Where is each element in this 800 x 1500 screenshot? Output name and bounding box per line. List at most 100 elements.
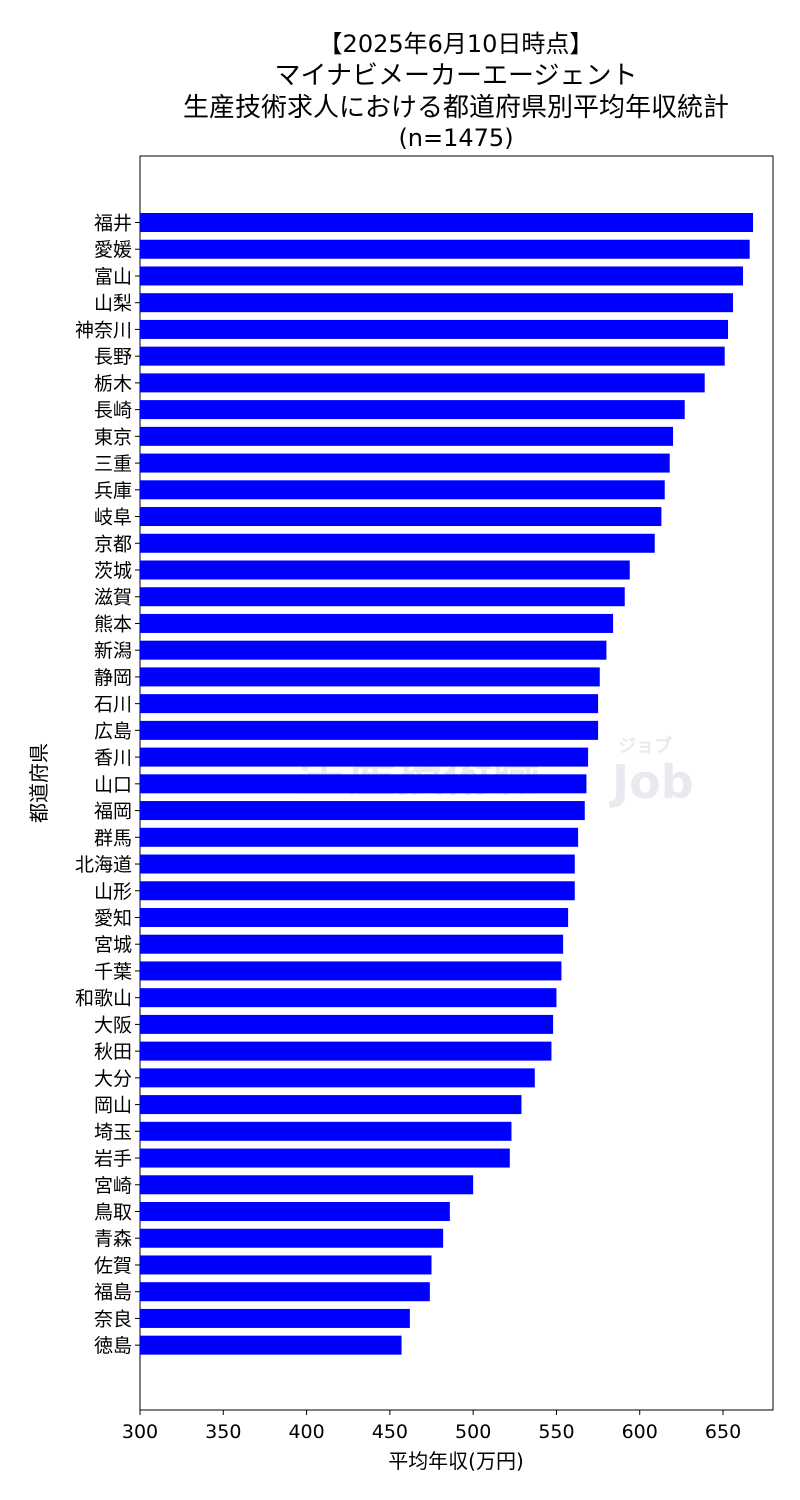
y-tick-label: 新潟 [94,640,132,662]
bar [140,266,744,286]
bar [140,613,614,633]
y-tick-label: 広島 [94,720,132,742]
y-tick-label: 福島 [94,1282,132,1304]
bar [140,907,569,927]
y-tick-label: 富山 [94,266,132,288]
bar [140,720,599,740]
y-tick-label: 山梨 [94,293,132,315]
y-tick-label: 鳥取 [94,1202,132,1224]
y-tick-label: 岩手 [94,1148,132,1170]
bar [140,988,557,1008]
y-tick-label: 青森 [94,1228,132,1250]
bar [140,854,575,874]
bar [140,1308,410,1328]
bar [140,400,685,420]
watermark-tag: ジョブ [618,735,672,757]
x-tick-label: 650 [705,1421,741,1443]
y-tick-label: 北海道 [75,854,132,876]
bar [140,961,562,981]
bar [140,426,674,446]
bar [140,1121,512,1141]
bar [140,213,754,232]
y-tick-label: 宮崎 [94,1175,132,1197]
bar [140,640,607,660]
bar [140,1095,522,1115]
y-tick-label: 和歌山 [75,988,132,1010]
bar [140,827,579,847]
y-tick-label: 石川 [94,694,132,716]
y-tick-label: 神奈川 [75,319,132,341]
x-tick-label: 450 [372,1421,408,1443]
bar [140,1014,554,1034]
y-tick-label: 東京 [94,426,132,448]
bar [140,1255,432,1275]
y-axis-title: 都道府県 [27,743,51,823]
y-tick-label: 愛媛 [94,239,132,261]
y-tick-label: 福井 [94,213,132,235]
y-tick-label: 大分 [94,1068,132,1090]
y-tick-label: 栃木 [94,373,132,395]
y-tick-label: 熊本 [94,613,132,635]
x-tick-label: 550 [538,1421,574,1443]
y-tick-label: 三重 [94,453,132,475]
chart-title-line: 【2025年6月10日時点】 [319,30,594,58]
y-tick-label: 佐賀 [94,1255,132,1277]
y-tick-label: 滋賀 [94,587,132,609]
bar [140,239,750,259]
bar [140,881,575,901]
bar [140,560,630,580]
y-tick-label: 茨城 [94,560,132,582]
y-tick-labels: 福井愛媛富山山梨神奈川長野栃木長崎東京三重兵庫岐阜京都茨城滋賀熊本新潟静岡石川広… [75,213,140,1357]
y-tick-label: 香川 [94,747,132,769]
bar [140,1202,450,1222]
y-tick-label: 長野 [94,346,132,368]
x-tick-label: 300 [122,1421,158,1443]
bar [140,1041,552,1061]
x-axis-title: 平均年収(万円) [388,1449,524,1473]
x-tick-label: 600 [622,1421,658,1443]
watermark: 生産技術職 ジョブ Job [300,735,694,809]
y-tick-label: 岡山 [94,1095,132,1117]
y-tick-label: 岐阜 [94,507,132,529]
bar [140,747,589,767]
x-axis-ticks: 300 350 400 450 500 550 600 650 [122,1410,741,1443]
bar [140,774,587,794]
bar [140,1068,535,1088]
y-tick-label: 静岡 [94,667,132,689]
bar [140,801,585,821]
y-tick-label: 奈良 [94,1308,132,1330]
bars [140,213,754,1355]
bar [140,373,705,393]
chart-title: 【2025年6月10日時点】マイナビメーカーエージェント生産技術求人における都道… [183,30,729,152]
y-tick-label: 埼玉 [94,1121,132,1143]
y-tick-label: 兵庫 [94,480,132,502]
x-tick-label: 400 [288,1421,324,1443]
bar [140,480,665,500]
bar [140,533,655,553]
bar [140,453,670,473]
bar [140,1228,444,1248]
bar [140,667,600,687]
bar [140,1335,402,1355]
watermark-brand: Job [609,755,694,809]
bar [140,1282,430,1302]
y-tick-label: 長崎 [94,400,132,422]
y-tick-label: 秋田 [94,1041,132,1063]
y-tick-label: 山口 [94,774,132,796]
bar [140,293,734,313]
y-tick-label: 福岡 [94,801,132,823]
x-tick-label: 350 [205,1421,241,1443]
y-tick-label: 群馬 [94,827,132,849]
chart-title-line: (n=1475) [398,124,513,152]
bar [140,346,725,366]
bar [140,1148,510,1168]
y-tick-label: 大阪 [94,1014,132,1036]
y-tick-label: 徳島 [94,1335,132,1357]
y-tick-label: 千葉 [94,961,132,983]
bar [140,934,564,954]
bar [140,507,662,527]
bar [140,587,625,607]
y-tick-label: 山形 [94,881,132,903]
y-tick-label: 愛知 [94,907,132,929]
